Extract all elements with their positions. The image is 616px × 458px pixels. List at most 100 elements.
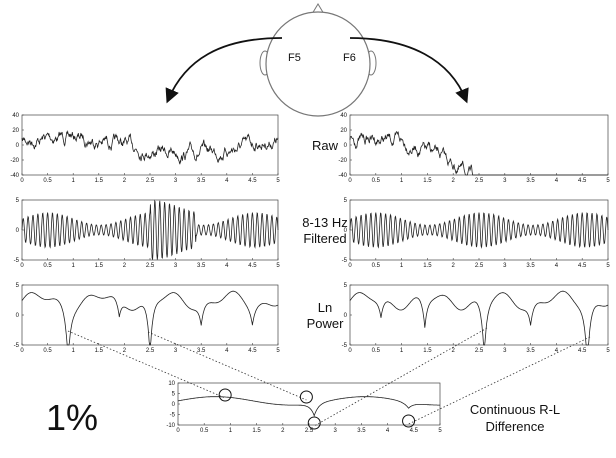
x-tick-label: 0.5 (43, 348, 52, 354)
x-tick-label: 1 (72, 348, 76, 354)
waveform (177, 396, 440, 417)
x-tick-label: 2.5 (305, 428, 314, 434)
x-tick-label: 2 (123, 348, 127, 354)
x-tick-label: 1.5 (423, 178, 432, 184)
connector (147, 331, 307, 401)
x-tick-label: 2 (452, 348, 456, 354)
footnote: 1% (46, 397, 98, 438)
waveform (21, 199, 279, 260)
row-label: Ln (318, 300, 332, 315)
plot-frame (177, 382, 441, 426)
connector (314, 327, 488, 427)
y-tick-label: 40 (340, 113, 347, 119)
x-tick-label: 4.5 (248, 348, 257, 354)
x-tick-label: 3.5 (197, 178, 206, 184)
x-tick-label: 1.5 (423, 348, 432, 354)
y-tick-label: -20 (10, 158, 19, 164)
y-tick-label: 10 (168, 381, 175, 387)
x-tick-label: 2.5 (475, 263, 484, 269)
y-tick-label: -10 (166, 423, 175, 429)
x-tick-label: 2 (123, 178, 127, 184)
plot-frame (349, 114, 609, 176)
x-tick-label: 0.5 (372, 263, 381, 269)
x-tick-label: 4.5 (248, 263, 257, 269)
arrow (165, 37, 283, 104)
x-tick-label: 4 (225, 263, 229, 269)
x-tick-label: 2.5 (475, 178, 484, 184)
y-tick-label: -5 (342, 343, 348, 349)
highlight (402, 414, 416, 428)
x-tick-label: 3.5 (526, 178, 535, 184)
x-tick-label: 4 (386, 428, 390, 434)
row-label: Raw (312, 138, 339, 153)
x-tick-label: 1 (72, 178, 76, 184)
waveform (349, 290, 609, 346)
x-tick-label: 0.5 (43, 178, 52, 184)
nose (311, 3, 325, 15)
x-tick-label: 0 (20, 178, 24, 184)
x-tick-label: 1.5 (95, 178, 104, 184)
x-tick-label: 3.5 (526, 348, 535, 354)
y-tick-label: 5 (344, 198, 348, 204)
y-tick-label: 20 (12, 128, 19, 134)
x-tick-label: 4 (225, 348, 229, 354)
x-tick-label: 5 (606, 348, 610, 354)
y-tick-label: 5 (172, 392, 176, 398)
x-tick-label: 4.5 (578, 263, 587, 269)
x-tick-label: 2 (123, 263, 127, 269)
x-tick-label: 3 (503, 178, 507, 184)
y-tick-label: -40 (10, 173, 19, 179)
x-tick-label: 0 (348, 263, 352, 269)
x-tick-label: 2.5 (146, 178, 155, 184)
x-tick-label: 5 (276, 178, 280, 184)
x-tick-label: 3.5 (197, 263, 206, 269)
plot-frame (21, 284, 279, 346)
waveform (349, 131, 608, 176)
highlight (307, 416, 321, 430)
x-tick-label: 3.5 (357, 428, 366, 434)
x-tick-label: 0.5 (200, 428, 209, 434)
x-tick-label: 0.5 (372, 178, 381, 184)
y-tick-label: 0 (16, 143, 20, 149)
difference-label: Continuous R-L (470, 402, 560, 417)
y-tick-label: 5 (344, 283, 348, 289)
x-tick-label: 4 (555, 263, 559, 269)
x-tick-label: 2.5 (146, 348, 155, 354)
x-tick-label: 1.5 (95, 263, 104, 269)
arrow (349, 37, 469, 104)
highlight (218, 388, 232, 402)
x-tick-label: 1.5 (423, 263, 432, 269)
x-tick-label: 1 (400, 263, 404, 269)
x-tick-label: 3.5 (197, 348, 206, 354)
y-tick-label: 5 (16, 283, 20, 289)
y-tick-label: -5 (14, 258, 20, 264)
x-tick-label: 0 (20, 348, 24, 354)
x-tick-label: 2 (452, 263, 456, 269)
y-tick-label: -5 (170, 413, 176, 419)
x-tick-label: 5 (606, 178, 610, 184)
x-tick-label: 2 (452, 178, 456, 184)
electrode-label: F6 (343, 52, 356, 64)
head (265, 11, 371, 117)
waveform (21, 290, 279, 346)
y-tick-label: 0 (344, 143, 348, 149)
row-label: Filtered (303, 231, 346, 246)
waveform (21, 130, 279, 165)
x-tick-label: 3 (503, 348, 507, 354)
x-tick-label: 1 (400, 348, 404, 354)
x-tick-label: 4 (225, 178, 229, 184)
y-tick-label: -5 (14, 343, 20, 349)
x-tick-label: 2.5 (475, 348, 484, 354)
x-tick-label: 5 (438, 428, 442, 434)
x-tick-label: 0 (348, 348, 352, 354)
y-tick-label: 0 (16, 228, 20, 234)
connector (67, 330, 226, 399)
x-tick-label: 4.5 (578, 178, 587, 184)
x-tick-label: 1 (400, 178, 404, 184)
y-tick-label: 5 (16, 198, 20, 204)
x-tick-label: 3.5 (526, 263, 535, 269)
x-tick-label: 0 (20, 263, 24, 269)
y-tick-label: 0 (16, 313, 20, 319)
